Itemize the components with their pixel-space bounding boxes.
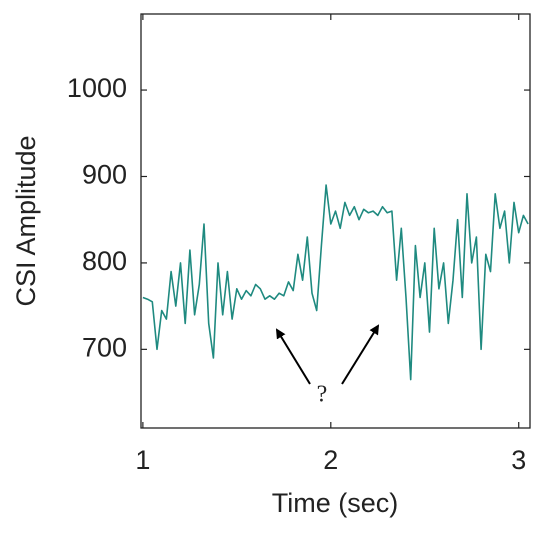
x-tick-label: 2 [323,445,338,475]
plot-frame [140,13,531,429]
y-tick-label: 900 [82,160,127,190]
arrow [275,328,311,385]
y-tick-label: 1000 [67,73,127,103]
x-tick-label: 1 [135,445,150,475]
annotation: ? [317,382,328,408]
x-tick-label: 3 [511,445,526,475]
y-tick-label: 700 [82,332,127,362]
y-tick-label: 800 [82,246,127,276]
y-axis-label: CSI Amplitude [11,135,41,306]
data-line [142,184,529,381]
x-axis-label: Time (sec) [272,488,399,518]
arrow [341,324,380,385]
